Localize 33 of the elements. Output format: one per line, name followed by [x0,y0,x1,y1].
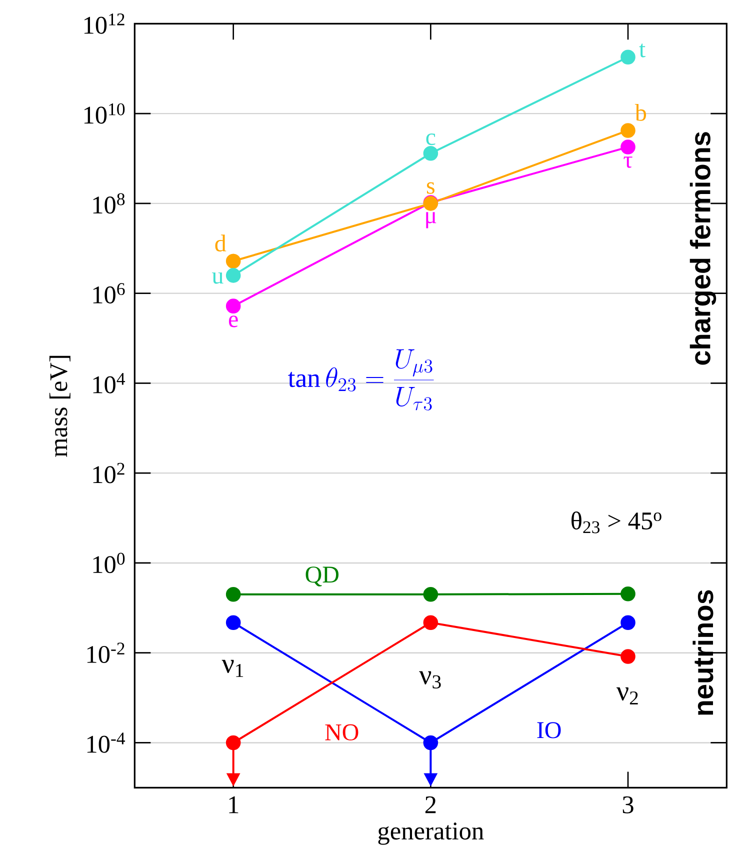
y-tick-label: 10$^{4}$ [93,373,126,394]
annotation: ν$_{3}$ [419,671,441,688]
annotation: e [228,316,238,328]
annotation: ν$_{1}$ [222,660,244,677]
annotation: u [212,272,224,284]
annotation: μ [426,212,436,228]
annotation: t [639,44,646,58]
annotation: $\tan\theta_{23} = \frac{U_{\mu3}}{U_{\tau3}}$ [288,349,434,410]
x-tick-label: 2 [425,796,436,814]
annotation: d [215,234,226,252]
annotation: τ [624,156,632,168]
y-tick-label: 10$^{8}$ [93,193,125,214]
series-label: QD [306,566,338,586]
y-tick-label: 10$^{12}$ [84,14,124,34]
x-tick-label: 3 [622,796,634,814]
x-tick-label: 1 [229,796,238,814]
y-tick-label: 10$^{-4}$ [87,732,126,753]
annotation: ν$_{2}$ [616,687,638,704]
y-tick-label: 10$^{0}$ [93,552,125,574]
annotation: charged fermions [690,132,716,365]
series-label: IO [537,722,561,738]
series-label: NO [325,724,358,740]
annotation: s [426,182,434,194]
y-tick-label: 10$^{-2}$ [87,642,124,664]
x-axis-title: generation [378,822,484,845]
y-axis-title: mass [eV] [49,356,70,457]
y-tick-label: 10$^{6}$ [93,283,125,304]
annotation: neutrinos [692,590,714,715]
annotation: θ$_{23}$ > 45$^{o}$ [572,512,662,534]
annotation: c [426,134,436,146]
y-tick-label: 10$^{2}$ [93,462,124,484]
annotation: b [634,104,646,121]
y-tick-label: 10$^{10}$ [84,103,125,124]
